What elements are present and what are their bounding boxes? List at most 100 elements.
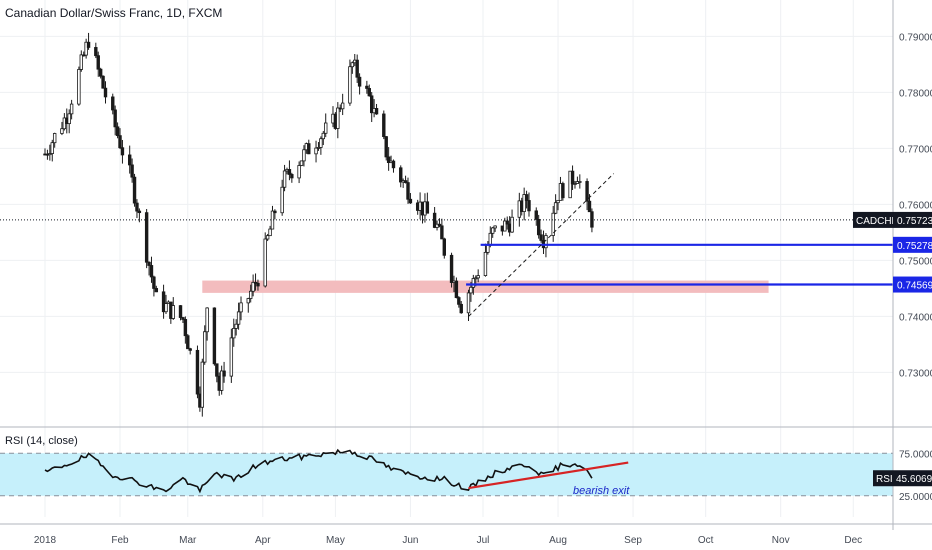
candle-body: [236, 311, 241, 325]
candle-body: [425, 201, 430, 214]
rsi-title: RSI (14, close): [5, 435, 78, 447]
candle-body: [290, 174, 294, 179]
candle-body: [384, 136, 388, 158]
candle-body: [171, 305, 175, 319]
level-badge: [893, 236, 932, 253]
level-badge-label: 0.74569: [897, 281, 932, 292]
candle-body: [570, 170, 575, 185]
candle-body: [350, 62, 355, 68]
candle-body: [534, 210, 538, 220]
candle-body: [256, 282, 260, 287]
candle-body: [200, 361, 204, 408]
candle-body: [248, 290, 253, 299]
rsi-line: [44, 448, 593, 494]
candle-body: [164, 303, 168, 313]
candle-body: [406, 182, 410, 200]
price-pane[interactable]: [0, 32, 893, 417]
candle-body: [94, 47, 98, 57]
candle-body: [459, 303, 463, 314]
bearish-exit-annotation: bearish exit: [573, 485, 630, 497]
grid-layer: [0, 0, 893, 517]
candle-body: [232, 328, 236, 339]
candle-body: [299, 160, 304, 166]
candle-body: [469, 286, 473, 294]
rsi-value-badge: [893, 470, 932, 487]
candle-body: [561, 183, 565, 199]
candle-body: [181, 317, 185, 320]
candle-body: [222, 370, 226, 377]
x-tick-label: Apr: [255, 535, 271, 546]
candle-body: [212, 307, 217, 365]
candle-body: [52, 133, 57, 144]
candle-body: [551, 212, 555, 236]
candle-body: [391, 160, 396, 169]
candle-body: [399, 167, 403, 183]
candle-body: [321, 132, 325, 140]
x-tick-label: Jul: [477, 535, 490, 546]
candle-body: [239, 302, 243, 313]
candle-body: [357, 76, 362, 87]
candle-body: [307, 143, 311, 155]
candle-body: [115, 126, 120, 137]
candle-body: [251, 281, 255, 292]
level-badge-label: 0.75278: [897, 241, 932, 252]
x-tick-label: May: [326, 535, 345, 546]
candle-body: [493, 225, 497, 229]
candle-body: [587, 200, 592, 213]
y-tick-label: 0.79000: [899, 32, 932, 43]
last-price-badge: [893, 211, 932, 228]
candle-body: [280, 186, 284, 214]
candle-body: [96, 55, 100, 70]
chart-title: Canadian Dollar/Swiss Franc, 1D, FXCM: [5, 6, 222, 20]
candle-body: [539, 234, 543, 241]
candle-body: [84, 41, 88, 56]
candle-body: [556, 199, 560, 204]
candle-body: [69, 103, 74, 115]
rsi-y-tick-label: 75.0000: [899, 449, 932, 460]
support-trendline: [468, 173, 615, 317]
candle-body: [316, 147, 321, 149]
x-tick-label: Oct: [698, 535, 714, 546]
candle-body: [369, 95, 374, 114]
candle-body: [503, 220, 507, 232]
level-badge: [893, 276, 932, 293]
candle-body: [287, 169, 292, 175]
candle-body: [195, 349, 200, 395]
candle-body: [340, 102, 345, 110]
candle-body: [98, 68, 103, 77]
candle-body: [263, 238, 267, 287]
candle-body: [471, 278, 476, 288]
candle-body: [457, 297, 461, 305]
candle-body: [442, 238, 446, 256]
candle-body: [536, 219, 541, 236]
candle-body: [474, 277, 478, 280]
candle-body: [524, 194, 529, 201]
x-tick-label: Dec: [844, 535, 862, 546]
candle-body: [314, 147, 318, 155]
rsi-value-badge-label: 45.6069: [896, 474, 932, 485]
candle-body: [522, 194, 526, 212]
candle-body: [86, 41, 91, 48]
candle-body: [183, 319, 188, 337]
candle-body: [483, 251, 488, 276]
candle-body: [77, 69, 81, 105]
candle-body: [365, 85, 369, 89]
candle-body: [149, 265, 154, 278]
x-tick-label: Sep: [624, 535, 642, 546]
candle-body: [403, 180, 408, 183]
candle-body: [437, 223, 442, 227]
x-tick-label: Nov: [772, 535, 790, 546]
candle-body: [253, 281, 258, 284]
candle-body: [101, 75, 105, 89]
candle-body: [118, 135, 122, 149]
candle-body: [386, 156, 391, 164]
resistance-zone: [202, 280, 769, 293]
candle-body: [336, 107, 340, 129]
candle-body: [510, 216, 514, 233]
x-tick-label: Jun: [402, 535, 418, 546]
symbol-badge: [853, 211, 893, 228]
candle-body: [486, 244, 490, 253]
rsi-pane[interactable]: [0, 448, 893, 497]
